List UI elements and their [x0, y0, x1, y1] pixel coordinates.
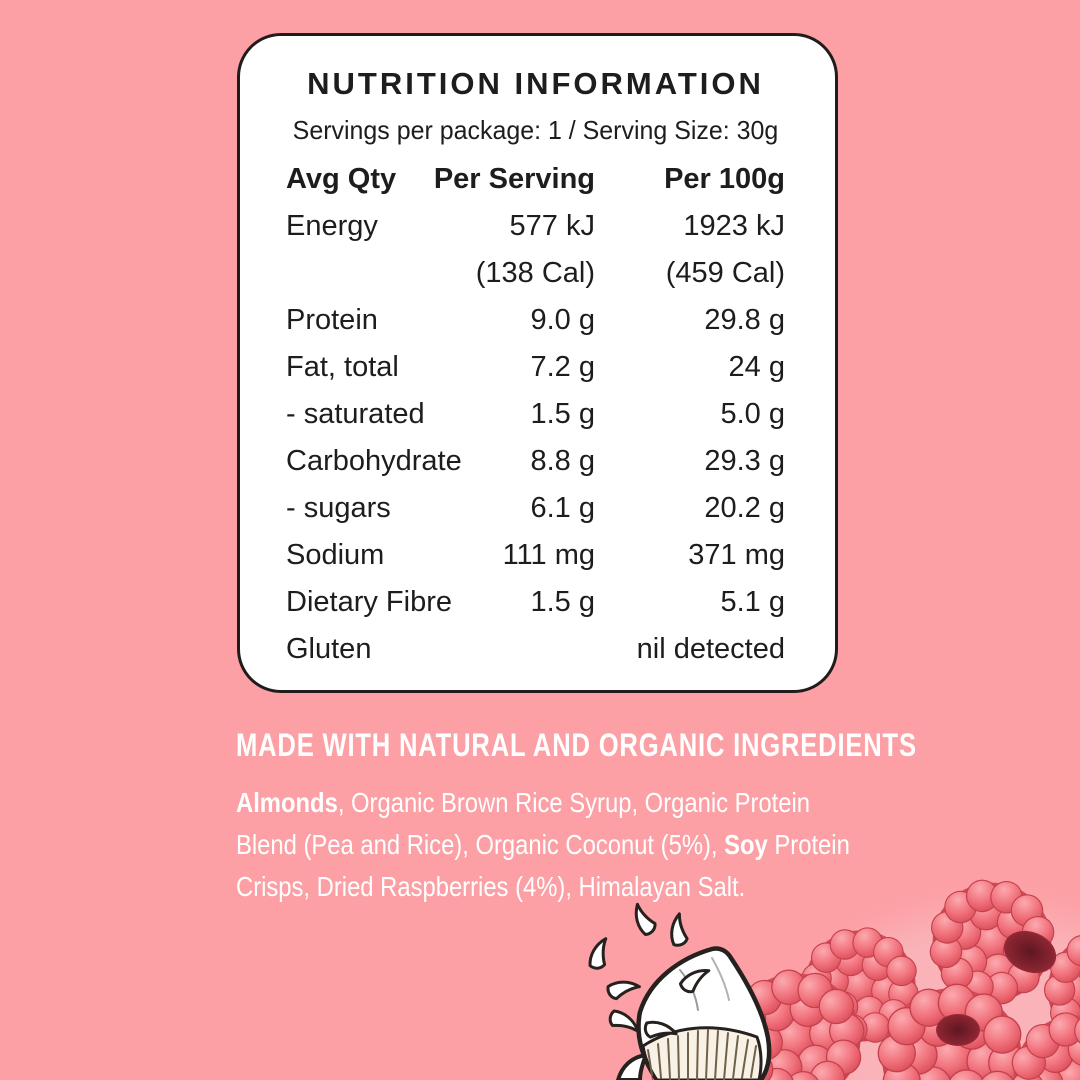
ingredients-list: Almonds, Organic Brown Rice Syrup, Organ…: [236, 782, 958, 908]
row-label: Protein: [286, 304, 378, 336]
row-label: Dietary Fibre: [286, 586, 452, 618]
col-header-per-100g: Per 100g: [664, 163, 785, 195]
row-label: Sodium: [286, 539, 385, 571]
table-row: - saturated 1.5 g 5.0 g: [286, 391, 785, 438]
table-header-row: Avg Qty Per Serving Per 100g: [286, 156, 785, 203]
ingredient-text: Crisps, Dried Raspberries (4%), Himalaya…: [236, 871, 746, 902]
row-label: - sugars: [286, 492, 391, 524]
row-per-100g: 1923 kJ: [683, 210, 785, 242]
ingredient-bold: Almonds: [236, 787, 338, 818]
row-per-serving: 1.5 g: [530, 586, 596, 618]
row-per-100g: 29.3 g: [704, 445, 785, 477]
decor-illustration: [581, 862, 1080, 1080]
table-row: Fat, total 7.2 g 24 g: [286, 344, 785, 391]
table-row: Energy 577 kJ 1923 kJ: [286, 203, 785, 250]
table-row: - sugars 6.1 g 20.2 g: [286, 485, 785, 532]
col-header-per-serving: Per Serving: [433, 163, 595, 195]
row-per-serving: (138 Cal): [475, 257, 595, 289]
raspberry-hollow: [1003, 930, 1057, 974]
table-row: Gluten nil detected: [286, 626, 785, 673]
row-label: Gluten: [286, 633, 372, 665]
table-row: Carbohydrate 8.8 g 29.3 g: [286, 438, 785, 485]
nutrition-panel: NUTRITION INFORMATION Servings per packa…: [237, 33, 838, 693]
made-with-heading: MADE WITH NATURAL AND ORGANIC INGREDIENT…: [236, 727, 917, 763]
row-per-serving: 9.0 g: [530, 304, 596, 336]
serving-info: Servings per package: 1 / Serving Size: …: [292, 115, 779, 145]
ingredient-text: Protein: [767, 829, 850, 860]
row-label: - saturated: [286, 398, 425, 430]
row-per-serving: 6.1 g: [530, 492, 596, 524]
table-row: (138 Cal) (459 Cal): [286, 250, 785, 297]
ingredients-line: Almonds, Organic Brown Rice Syrup, Organ…: [236, 782, 850, 824]
row-per-serving: 8.8 g: [530, 445, 596, 477]
row-per-100g: 29.8 g: [704, 304, 785, 336]
ingredients-line: Blend (Pea and Rice), Organic Coconut (5…: [236, 824, 850, 866]
panel-title: NUTRITION INFORMATION: [307, 66, 764, 101]
row-per-100g: nil detected: [636, 633, 785, 665]
row-per-100g: 5.0 g: [720, 398, 786, 430]
row-per-serving: 1.5 g: [530, 398, 596, 430]
ingredients-line: Crisps, Dried Raspberries (4%), Himalaya…: [236, 866, 850, 908]
table-row: Protein 9.0 g 29.8 g: [286, 297, 785, 344]
table-row: Dietary Fibre 1.5 g 5.1 g: [286, 579, 785, 626]
row-per-100g: 24 g: [728, 351, 785, 383]
row-label: Fat, total: [286, 351, 399, 383]
row-label: Energy: [286, 210, 378, 242]
ingredient-text: , Organic Brown Rice Syrup, Organic Prot…: [337, 787, 811, 818]
table-row: Sodium 111 mg 371 mg: [286, 532, 785, 579]
col-header-avg-qty: Avg Qty: [286, 163, 397, 195]
ingredient-text: Blend (Pea and Rice), Organic Coconut (5…: [236, 829, 725, 860]
ingredient-bold: Soy: [724, 829, 768, 860]
row-per-100g: (459 Cal): [665, 257, 785, 289]
row-per-100g: 371 mg: [688, 539, 785, 571]
nutrition-table: Avg Qty Per Serving Per 100g Energy 577 …: [286, 156, 785, 673]
row-per-serving: 7.2 g: [530, 351, 596, 383]
row-per-serving: 111 mg: [502, 539, 595, 571]
row-per-100g: 20.2 g: [704, 492, 785, 524]
row-per-serving: 577 kJ: [509, 210, 595, 242]
raspberry-hollow: [936, 1014, 980, 1046]
decoration-area: [560, 862, 1080, 1080]
row-per-100g: 5.1 g: [720, 586, 786, 618]
coconut-piece-illustration: [616, 946, 772, 1080]
row-label: Carbohydrate: [286, 445, 462, 477]
raspberries-photo: [651, 862, 1080, 1080]
